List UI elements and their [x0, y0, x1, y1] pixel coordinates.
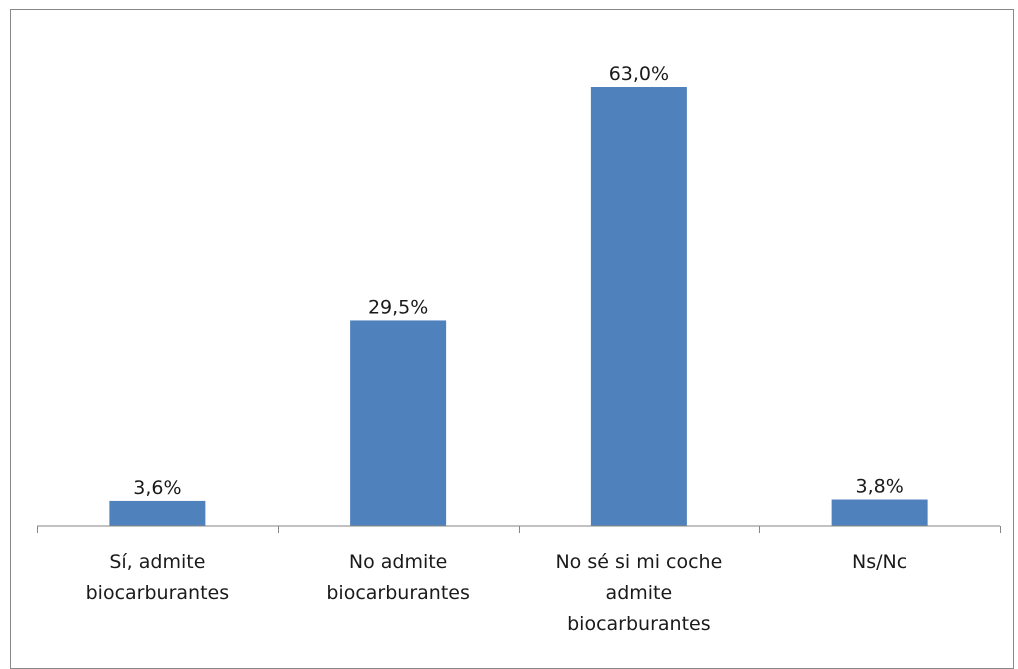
- bar: [350, 320, 447, 526]
- bar: [109, 500, 206, 526]
- category-label: Ns/Nc: [852, 551, 907, 573]
- data-label: 3,8%: [855, 476, 903, 498]
- category-label: Sí, admite: [109, 551, 205, 573]
- category-label: admite: [606, 582, 673, 604]
- category-label: biocarburantes: [326, 582, 470, 604]
- x-axis: [37, 525, 1001, 533]
- data-label: 63,0%: [609, 63, 669, 85]
- category-label: No admite: [349, 551, 448, 573]
- category-label: biocarburantes: [567, 613, 711, 635]
- bar: [831, 499, 928, 526]
- labels-layer: 3,6% Sí, admite biocarburantes 29,5% No admi…: [86, 63, 908, 635]
- chart-frame: [10, 9, 1014, 669]
- data-label: 29,5%: [368, 296, 428, 318]
- bars-layer: [109, 87, 928, 526]
- category-label: biocarburantes: [86, 582, 230, 604]
- category-label: No sé si mi coche: [555, 551, 722, 573]
- bar-chart: 3,6% Sí, admite biocarburantes 29,5% No admi…: [37, 63, 1001, 635]
- data-label: 3,6%: [133, 477, 181, 499]
- bar: [590, 87, 687, 526]
